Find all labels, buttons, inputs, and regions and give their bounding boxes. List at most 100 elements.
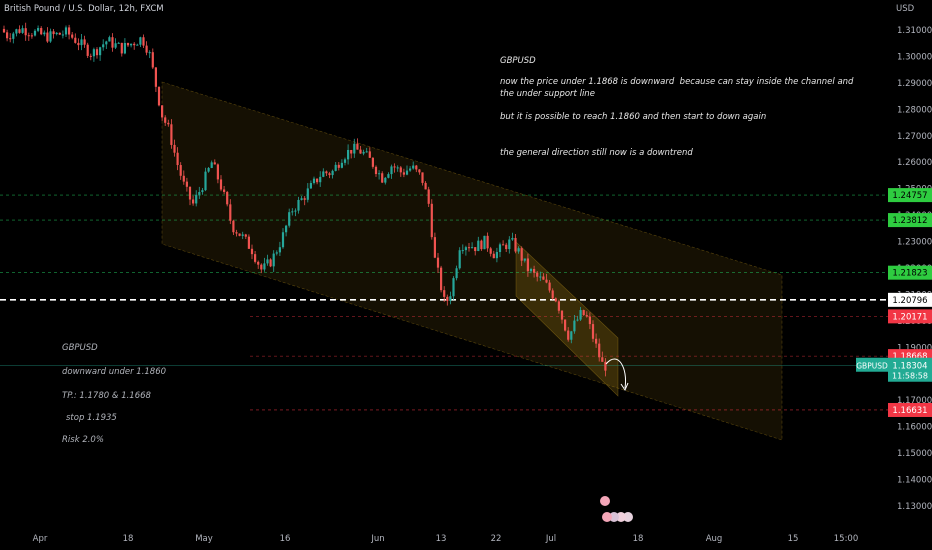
countdown-text: 11:58:58 — [892, 372, 928, 381]
x-tick-label: 18 — [633, 534, 644, 544]
level-tag — [888, 188, 932, 203]
x-tick-label: 18 — [123, 534, 134, 544]
candle-body — [449, 296, 452, 301]
candle-body — [250, 248, 254, 255]
level-tag — [888, 309, 932, 324]
event-icon-3[interactable] — [609, 512, 619, 522]
candle-body — [564, 319, 567, 331]
candle-body — [145, 45, 148, 53]
candle-body — [201, 190, 204, 193]
candle-body — [24, 28, 27, 36]
candle-body — [601, 357, 604, 362]
candle-body — [452, 278, 455, 297]
candle-body — [474, 247, 477, 252]
candle-body — [399, 167, 402, 173]
level-tag — [888, 402, 932, 417]
candle-body — [350, 149, 353, 154]
x-tick-label: 22 — [491, 534, 502, 544]
candle-body — [309, 183, 312, 189]
y-tick-label: 1.19000 — [897, 343, 932, 353]
candle-body — [182, 175, 185, 182]
candle-body — [99, 47, 102, 56]
candle-body — [396, 167, 399, 169]
candle-body — [464, 247, 467, 251]
candle-body — [226, 191, 229, 205]
candle-body — [40, 28, 43, 35]
candle-body — [294, 210, 297, 212]
y-tick-label: 1.23000 — [897, 238, 932, 248]
candle-body — [86, 44, 89, 56]
candle-body — [486, 235, 489, 249]
candle-body — [204, 171, 207, 191]
y-tick-label: 1.27000 — [897, 132, 932, 142]
candle-body — [123, 42, 126, 54]
candle-body — [551, 290, 554, 299]
candle-body — [170, 124, 173, 145]
plan-risk: Risk 2.0% — [62, 435, 104, 445]
inner-channel — [515, 241, 619, 397]
candle-body — [440, 267, 443, 291]
candle-body — [415, 165, 418, 170]
candle-body — [477, 240, 480, 252]
candle-body — [353, 143, 356, 154]
event-icon-2[interactable] — [616, 512, 626, 522]
level-tag-text: 1.21823 — [892, 269, 927, 279]
candle-body — [557, 301, 560, 311]
candle-body — [505, 244, 508, 250]
candle-body — [598, 343, 601, 358]
candle-body — [179, 165, 182, 176]
y-tick-label: 1.26000 — [897, 158, 932, 168]
candle-body — [319, 176, 322, 183]
candle-body — [402, 172, 405, 175]
candle-body — [511, 237, 514, 240]
current-price-text: 1.18304 — [892, 362, 927, 372]
candle-body — [393, 166, 396, 168]
candle-body — [492, 253, 495, 259]
candle-body — [303, 198, 306, 200]
candle-body — [114, 43, 117, 48]
x-tick-label: Apr — [33, 534, 48, 544]
y-tick-label: 1.16000 — [897, 423, 932, 433]
candle-body — [495, 252, 498, 259]
candle-body — [164, 117, 167, 123]
candle-body — [585, 315, 588, 317]
y-tick-label: 1.14000 — [897, 476, 932, 486]
candle-body — [108, 37, 111, 42]
note-line-2: the under support line — [500, 89, 595, 99]
candle-body — [64, 27, 68, 35]
candle-body — [536, 272, 539, 277]
y-tick-label: 1.29000 — [897, 79, 932, 89]
candle-body — [520, 248, 523, 261]
event-icon-1[interactable] — [623, 512, 633, 522]
candle-body — [455, 268, 458, 279]
event-icons[interactable] — [600, 496, 633, 522]
candle-body — [133, 43, 136, 46]
candle-body — [15, 29, 18, 34]
candle-body — [573, 320, 576, 332]
candle-body — [523, 258, 526, 261]
y-tick-label: 1.28000 — [897, 105, 932, 115]
event-icon-top[interactable] — [600, 496, 610, 506]
x-tick-label: Jun — [370, 534, 384, 544]
x-tick-label: Aug — [706, 534, 723, 544]
candle-body — [68, 27, 71, 35]
event-icon-4[interactable] — [602, 512, 612, 522]
candle-body — [365, 151, 368, 153]
candle-body — [157, 86, 161, 106]
candle-body — [142, 37, 145, 46]
candle-body — [433, 237, 436, 258]
candle-body — [161, 105, 164, 118]
candle-body — [384, 177, 387, 183]
candle-body — [533, 268, 536, 273]
candle-body — [21, 28, 24, 33]
x-tick-label: 16 — [280, 534, 291, 544]
candle-body — [529, 268, 533, 272]
candle-body — [343, 159, 347, 163]
candle-body — [105, 41, 108, 45]
channel-drawings — [161, 81, 783, 441]
candle-body — [37, 28, 40, 31]
x-tick-label: May — [195, 534, 213, 544]
candle-body — [117, 42, 120, 44]
candle-body — [18, 29, 21, 33]
